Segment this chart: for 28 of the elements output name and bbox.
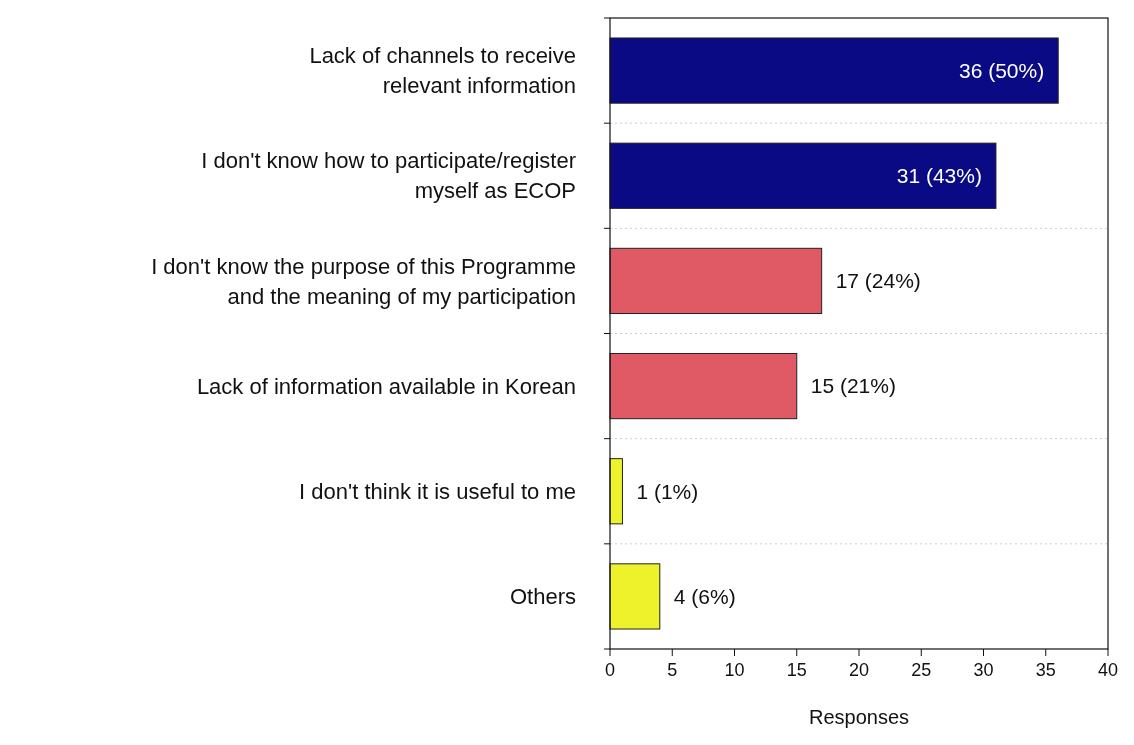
y-tick-label: I don't think it is useful to me bbox=[299, 478, 576, 504]
y-tick-label: I don't know how to participate/register myself as ECOP bbox=[201, 148, 576, 204]
data-label: 1 (1%) bbox=[636, 479, 699, 503]
x-tick-label: 30 bbox=[973, 660, 994, 680]
x-tick-label: 5 bbox=[667, 660, 678, 680]
y-tick-label: Lack of channels to receive relevant information bbox=[309, 43, 576, 99]
bar bbox=[609, 247, 823, 315]
bar bbox=[609, 458, 623, 525]
data-label: 36 (50%) bbox=[958, 58, 1045, 82]
bar bbox=[609, 37, 1059, 104]
y-tick-label: I don't know the purpose of this Programme and the meaning of my participation bbox=[151, 253, 576, 309]
bar bbox=[609, 352, 798, 420]
x-axis-title: Responses bbox=[808, 706, 910, 728]
x-tick-label: 20 bbox=[848, 660, 870, 680]
data-label: 17 (24%) bbox=[835, 269, 921, 293]
x-tick-label: 35 bbox=[1035, 660, 1056, 680]
x-tick-label: 15 bbox=[786, 660, 807, 680]
y-tick-label: Others bbox=[509, 584, 576, 610]
bar bbox=[609, 563, 661, 630]
x-tick-label: 40 bbox=[1097, 660, 1119, 680]
data-label: 4 (6%) bbox=[673, 584, 736, 608]
data-label: 15 (21%) bbox=[810, 374, 896, 398]
x-tick-label: 0 bbox=[604, 660, 616, 680]
data-label: 31 (43%) bbox=[896, 164, 982, 188]
x-tick-label: 10 bbox=[724, 660, 745, 680]
x-tick-label: 25 bbox=[911, 660, 932, 680]
y-tick-label: Lack of information available in Korean bbox=[196, 373, 576, 399]
bar bbox=[609, 142, 997, 209]
